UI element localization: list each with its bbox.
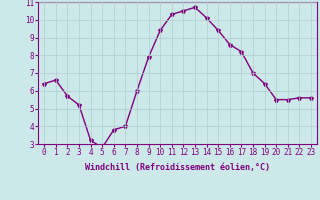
X-axis label: Windchill (Refroidissement éolien,°C): Windchill (Refroidissement éolien,°C) — [85, 163, 270, 172]
